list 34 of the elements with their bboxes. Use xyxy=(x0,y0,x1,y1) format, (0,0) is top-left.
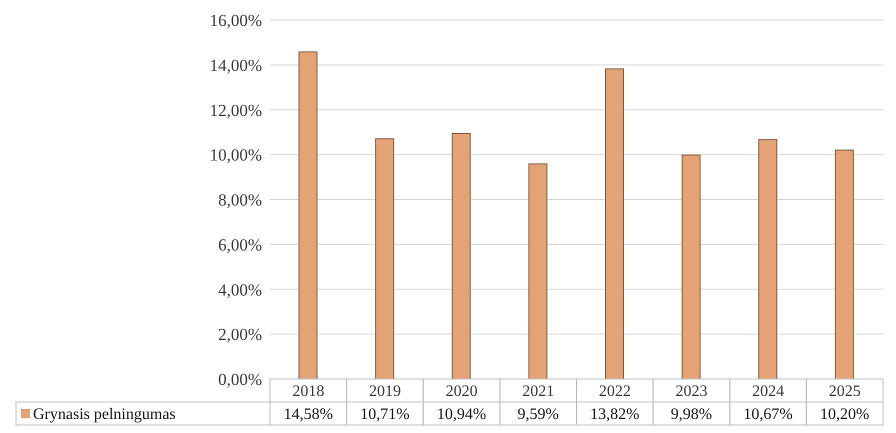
bar xyxy=(528,163,548,379)
bar xyxy=(834,150,854,379)
data-label: 10,94% xyxy=(436,406,486,423)
x-tick-label: 2020 xyxy=(446,383,478,400)
bar xyxy=(375,138,394,379)
x-tick-label: 2021 xyxy=(522,383,554,400)
bar xyxy=(605,68,624,379)
y-tick-label: 10,00% xyxy=(210,146,262,165)
y-tick-label: 0,00% xyxy=(218,370,262,390)
data-label: 10,20% xyxy=(820,406,870,423)
x-tick-label: 2022 xyxy=(598,383,631,400)
x-tick-label: 2023 xyxy=(675,383,708,400)
data-label: 9,59% xyxy=(518,406,559,423)
y-tick-label: 2,00% xyxy=(218,325,262,344)
bar xyxy=(452,133,471,379)
bar xyxy=(298,51,318,379)
data-label: 10,67% xyxy=(743,406,793,423)
data-label: 13,82% xyxy=(590,406,640,423)
y-tick-label: 6,00% xyxy=(218,235,262,254)
y-tick-label: 14,00% xyxy=(210,56,262,75)
y-tick-label: 16,00% xyxy=(210,11,262,30)
x-tick-label: 2018 xyxy=(292,383,324,400)
y-tick-label: 12,00% xyxy=(210,100,262,120)
data-label: 14,58% xyxy=(284,406,333,423)
legend-label: Grynasis pelningumas xyxy=(33,406,176,423)
data-label: 9,98% xyxy=(670,406,712,423)
y-tick-label: 8,00% xyxy=(218,190,262,210)
bar xyxy=(682,154,701,379)
x-tick-label: 2024 xyxy=(752,383,784,400)
y-tick-label: 4,00% xyxy=(218,280,262,300)
data-label: 10,71% xyxy=(360,406,410,423)
bar xyxy=(758,139,778,379)
x-tick-label: 2019 xyxy=(368,383,401,400)
x-tick-label: 2025 xyxy=(828,383,861,400)
